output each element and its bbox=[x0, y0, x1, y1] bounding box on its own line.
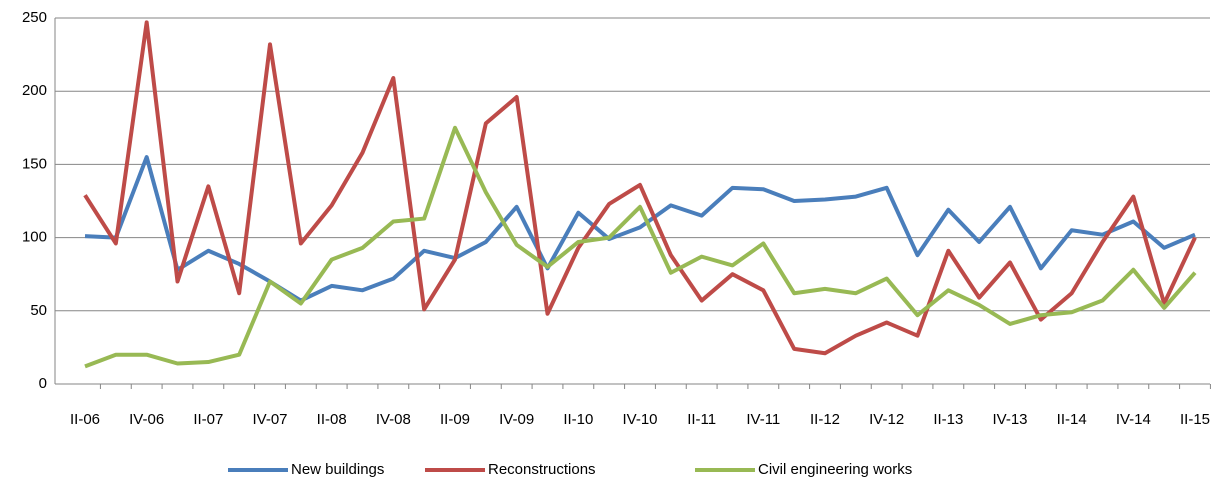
x-tick-label: II-13 bbox=[933, 411, 963, 428]
x-tick-label: II-11 bbox=[687, 411, 716, 428]
x-tick-label: IV-09 bbox=[499, 411, 534, 428]
x-tick-label: IV-13 bbox=[992, 411, 1027, 428]
y-tick-label: 150 bbox=[22, 155, 47, 172]
legend-label: Civil engineering works bbox=[758, 461, 912, 478]
x-tick-label: IV-07 bbox=[252, 411, 287, 428]
x-tick-label: IV-14 bbox=[1116, 411, 1151, 428]
x-tick-label: IV-12 bbox=[869, 411, 904, 428]
x-tick-label: II-07 bbox=[193, 411, 223, 428]
x-tick-label: II-10 bbox=[563, 411, 593, 428]
x-tick-label: IV-11 bbox=[746, 411, 780, 428]
x-tick-label: II-14 bbox=[1057, 411, 1087, 428]
x-tick-label: IV-10 bbox=[622, 411, 657, 428]
y-tick-label: 100 bbox=[22, 229, 47, 246]
y-tick-label: 0 bbox=[39, 375, 47, 392]
x-tick-label: II-08 bbox=[317, 411, 347, 428]
x-tick-label: IV-06 bbox=[129, 411, 164, 428]
y-tick-label: 250 bbox=[22, 9, 47, 26]
y-tick-label: 50 bbox=[30, 302, 47, 319]
x-tick-label: II-12 bbox=[810, 411, 840, 428]
x-tick-label: IV-08 bbox=[376, 411, 411, 428]
legend-label: Reconstructions bbox=[488, 461, 596, 478]
series-line bbox=[83, 20, 1197, 356]
y-tick-label: 200 bbox=[22, 82, 47, 99]
x-tick-label: II-15 bbox=[1180, 411, 1210, 428]
x-tick-label: II-09 bbox=[440, 411, 470, 428]
series-line bbox=[84, 125, 1197, 369]
legend-label: New buildings bbox=[291, 461, 384, 478]
x-tick-label: II-06 bbox=[70, 411, 100, 428]
